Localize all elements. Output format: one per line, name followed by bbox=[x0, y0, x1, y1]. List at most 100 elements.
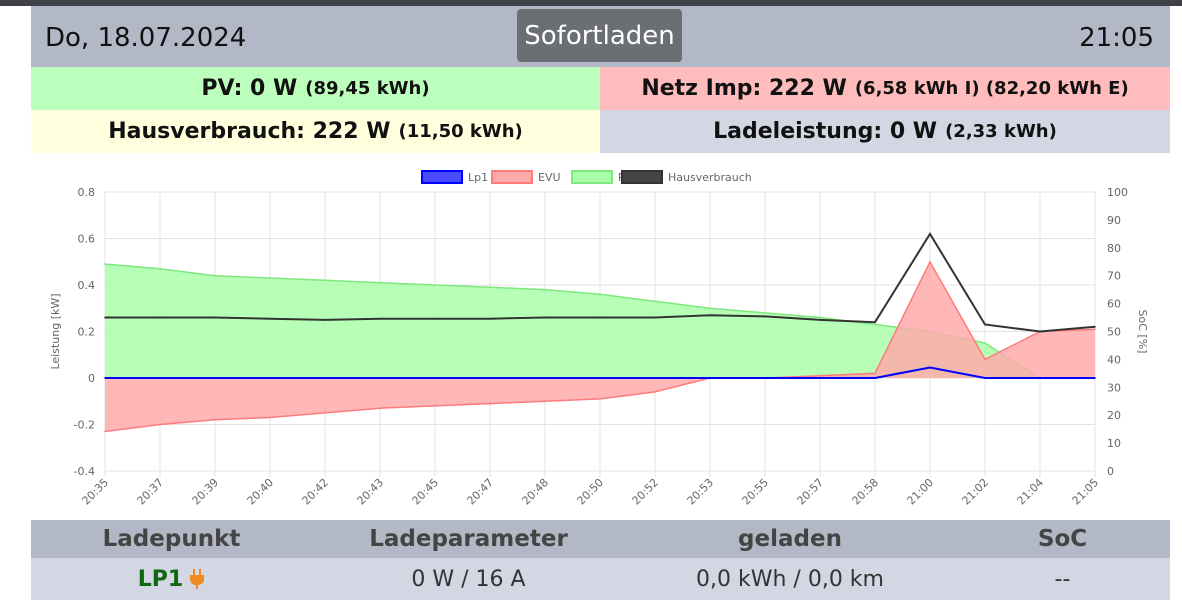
data-point-pv bbox=[324, 279, 326, 282]
data-point-lp1 bbox=[489, 377, 491, 379]
data-point-hausverbrauch bbox=[434, 317, 436, 320]
x-tick-label: 20:58 bbox=[850, 476, 882, 508]
data-point-pv bbox=[269, 277, 271, 279]
data-point-pv bbox=[654, 300, 656, 303]
grid-energy: (6,58 kWh I) (82,20 kWh E) bbox=[854, 78, 1129, 99]
y-tick-label: 0 bbox=[88, 372, 95, 385]
legend-swatch bbox=[491, 170, 533, 184]
y-axis-label: Leistung [kW] bbox=[49, 293, 62, 369]
charge-mode-button[interactable]: Sofortladen bbox=[517, 9, 682, 62]
data-point-lp1 bbox=[874, 377, 876, 379]
y2-axis-label: SoC [%] bbox=[1136, 310, 1149, 354]
series-area-pv bbox=[105, 264, 1095, 378]
grid-import-power: Netz Imp: 222 W bbox=[641, 76, 847, 101]
data-point-evu bbox=[1094, 328, 1096, 330]
data-point-lp1 bbox=[434, 377, 436, 379]
data-point-lp1 bbox=[984, 377, 986, 379]
data-point-evu bbox=[434, 405, 436, 407]
data-point-lp1 bbox=[159, 377, 161, 379]
grid-tile: Netz Imp: 222 W (6,58 kWh I) (82,20 kWh … bbox=[600, 67, 1170, 110]
soc-value: -- bbox=[1054, 566, 1071, 592]
chargepoint-table-header: Ladepunkt Ladeparameter geladen SoC bbox=[31, 520, 1170, 558]
data-point-lp1 bbox=[269, 377, 271, 379]
plug-icon bbox=[189, 568, 205, 590]
house-consumption-energy: (11,50 kWh) bbox=[398, 121, 523, 142]
data-point-pv bbox=[379, 281, 381, 284]
y2-tick-label: 50 bbox=[1107, 326, 1121, 339]
data-point-evu bbox=[324, 412, 326, 414]
y2-tick-label: 20 bbox=[1107, 409, 1121, 422]
y2-tick-label: 40 bbox=[1107, 353, 1121, 366]
data-point-hausverbrauch bbox=[984, 323, 986, 326]
x-tick-label: 20:50 bbox=[575, 476, 607, 508]
data-point-evu bbox=[984, 358, 986, 361]
data-point-hausverbrauch bbox=[1094, 326, 1096, 328]
data-point-evu bbox=[544, 400, 546, 403]
data-point-hausverbrauch bbox=[269, 317, 271, 320]
pv-power: PV: 0 W bbox=[201, 76, 298, 101]
data-point-pv bbox=[214, 274, 216, 277]
data-point-pv bbox=[819, 316, 821, 319]
x-tick-label: 20:53 bbox=[685, 476, 717, 508]
data-point-hausverbrauch bbox=[104, 316, 106, 319]
legend-label: Hausverbrauch bbox=[668, 171, 752, 184]
data-point-hausverbrauch bbox=[324, 319, 326, 321]
data-point-pv bbox=[599, 293, 601, 296]
data-point-evu bbox=[269, 416, 271, 419]
data-point-lp1 bbox=[929, 366, 931, 369]
house-consumption-tile: Hausverbrauch: 222 W (11,50 kWh) bbox=[31, 110, 600, 153]
y2-tick-label: 0 bbox=[1107, 465, 1114, 478]
x-tick-label: 21:05 bbox=[1070, 476, 1102, 508]
chargepoint-name[interactable]: LP1 bbox=[137, 566, 184, 592]
data-point-evu bbox=[819, 374, 821, 377]
data-point-hausverbrauch bbox=[819, 319, 821, 321]
data-point-lp1 bbox=[709, 377, 711, 379]
data-point-evu bbox=[214, 419, 216, 421]
header-bar: Do, 18.07.2024 Sofortladen 21:05 bbox=[31, 6, 1170, 67]
data-point-evu bbox=[104, 430, 106, 433]
x-tick-label: 20:45 bbox=[410, 476, 442, 508]
series-area-evu bbox=[105, 261, 1095, 432]
data-point-lp1 bbox=[599, 377, 601, 379]
charging-power: Ladeleistung: 0 W bbox=[713, 119, 938, 144]
data-point-lp1 bbox=[379, 377, 381, 379]
y2-tick-label: 30 bbox=[1107, 381, 1121, 394]
y-tick-label: 0.2 bbox=[78, 326, 96, 339]
x-tick-label: 20:42 bbox=[300, 476, 332, 508]
pv-energy: (89,45 kWh) bbox=[305, 78, 430, 99]
y2-tick-label: 90 bbox=[1107, 214, 1121, 227]
data-point-lp1 bbox=[324, 377, 326, 379]
x-tick-label: 21:04 bbox=[1015, 476, 1047, 508]
x-tick-label: 20:39 bbox=[190, 476, 222, 508]
data-point-evu bbox=[379, 407, 381, 410]
data-point-pv bbox=[159, 267, 161, 270]
data-point-lp1 bbox=[654, 377, 656, 379]
y2-tick-label: 60 bbox=[1107, 298, 1121, 311]
data-point-pv bbox=[434, 284, 436, 286]
data-point-hausverbrauch bbox=[1039, 330, 1041, 333]
data-point-pv bbox=[489, 286, 491, 289]
header-soc: SoC bbox=[1037, 526, 1088, 552]
y-tick-label: -0.2 bbox=[74, 419, 95, 432]
legend-swatch bbox=[621, 170, 663, 184]
data-point-evu bbox=[599, 398, 601, 400]
legend-swatch bbox=[421, 170, 463, 184]
x-tick-label: 20:55 bbox=[740, 476, 772, 508]
header-ladepunkt: Ladepunkt bbox=[102, 526, 241, 552]
data-point-hausverbrauch bbox=[214, 316, 216, 319]
data-point-evu bbox=[874, 372, 876, 375]
y-tick-label: 0.8 bbox=[78, 186, 96, 199]
x-tick-label: 20:37 bbox=[135, 476, 167, 508]
data-point-pv bbox=[874, 323, 876, 326]
charging-energy: (2,33 kWh) bbox=[945, 121, 1057, 142]
x-tick-label: 20:57 bbox=[795, 476, 827, 508]
x-tick-label: 20:47 bbox=[465, 476, 497, 508]
data-point-pv bbox=[764, 312, 766, 314]
data-point-hausverbrauch bbox=[599, 316, 601, 319]
header-geladen: geladen bbox=[738, 526, 842, 552]
x-tick-label: 21:00 bbox=[905, 476, 937, 508]
y-tick-label: 0.4 bbox=[78, 279, 96, 292]
y-tick-label: 0.6 bbox=[78, 233, 96, 246]
x-tick-label: 21:02 bbox=[960, 476, 992, 508]
charging-power-tile: Ladeleistung: 0 W (2,33 kWh) bbox=[600, 110, 1170, 153]
